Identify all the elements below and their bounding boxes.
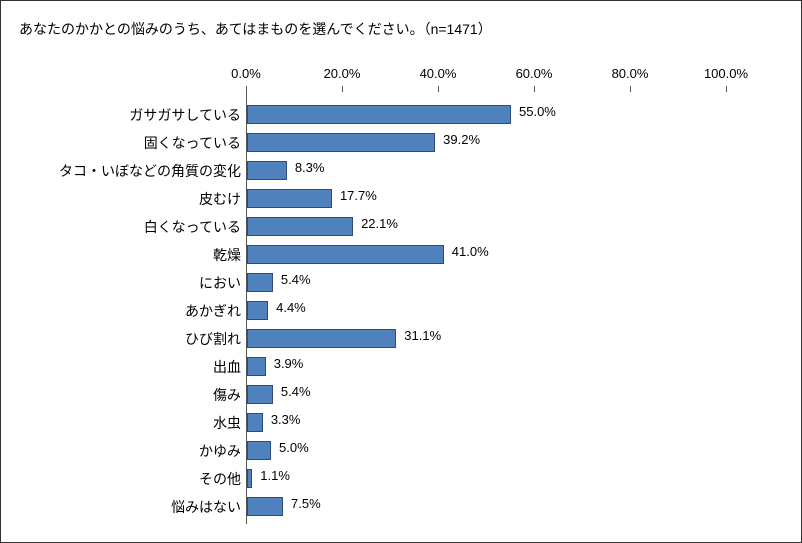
category-label: 悩みはない [171, 497, 241, 517]
bar [247, 161, 287, 180]
bar [247, 413, 263, 432]
x-tick-label: 60.0% [516, 66, 553, 81]
value-label: 39.2% [443, 132, 480, 147]
category-label: 乾燥 [213, 245, 241, 265]
x-tick-mark [630, 86, 631, 92]
x-tick-label: 80.0% [612, 66, 649, 81]
chart-title: あなたのかかとの悩みのうち、あてはまものを選んでください。（n=1471） [19, 19, 492, 39]
bar [247, 385, 273, 404]
category-label: 固くなっている [144, 133, 241, 153]
value-label: 5.4% [281, 272, 311, 287]
bar [247, 105, 511, 124]
category-label: 水虫 [213, 413, 241, 433]
value-label: 7.5% [291, 496, 321, 511]
bar-row: 固くなっている 39.2% [1, 129, 802, 157]
x-tick-mark [726, 86, 727, 92]
chart-container: あなたのかかとの悩みのうち、あてはまものを選んでください。（n=1471） 0.… [0, 0, 802, 543]
bar-row: あかぎれ 4.4% [1, 297, 802, 325]
x-tick-label: 20.0% [324, 66, 361, 81]
x-tick-label: 100.0% [704, 66, 748, 81]
value-label: 5.0% [279, 440, 309, 455]
bar-row: 悩みはない 7.5% [1, 493, 802, 521]
category-label: 出血 [213, 357, 241, 377]
category-label: 皮むけ [199, 189, 241, 209]
bar [247, 133, 435, 152]
bar [247, 189, 332, 208]
value-label: 3.3% [271, 412, 301, 427]
value-label: 41.0% [452, 244, 489, 259]
bar [247, 329, 396, 348]
x-tick-label: 0.0% [231, 66, 261, 81]
bar-row: 傷み 5.4% [1, 381, 802, 409]
x-tick-label: 40.0% [420, 66, 457, 81]
category-label: 傷み [213, 385, 241, 405]
value-label: 1.1% [260, 468, 290, 483]
bar-row: 出血 3.9% [1, 353, 802, 381]
value-label: 4.4% [276, 300, 306, 315]
bar-row: ガサガサしている 55.0% [1, 101, 802, 129]
bars-area: ガサガサしている 55.0% 固くなっている 39.2% タコ・いぼなどの角質の変化 8.… [1, 101, 802, 521]
bar-row: ひび割れ 31.1% [1, 325, 802, 353]
bar [247, 217, 353, 236]
bar [247, 441, 271, 460]
category-label: その他 [199, 469, 241, 489]
category-label: におい [199, 273, 241, 293]
value-label: 8.3% [295, 160, 325, 175]
category-label: かゆみ [199, 441, 241, 461]
category-label: ひび割れ [185, 329, 241, 349]
x-tick-mark [342, 86, 343, 92]
bar [247, 245, 444, 264]
bar-row: におい 5.4% [1, 269, 802, 297]
x-tick-mark [438, 86, 439, 92]
value-label: 3.9% [274, 356, 304, 371]
value-label: 22.1% [361, 216, 398, 231]
category-label: 白くなっている [144, 217, 241, 237]
bar-row: タコ・いぼなどの角質の変化 8.3% [1, 157, 802, 185]
value-label: 31.1% [404, 328, 441, 343]
bar [247, 357, 266, 376]
bar-row: その他 1.1% [1, 465, 802, 493]
bar-row: かゆみ 5.0% [1, 437, 802, 465]
category-label: あかぎれ [185, 301, 241, 321]
x-tick-mark [534, 86, 535, 92]
value-label: 5.4% [281, 384, 311, 399]
category-label: ガサガサしている [129, 105, 241, 125]
bar-row: 乾燥 41.0% [1, 241, 802, 269]
bar-row: 水虫 3.3% [1, 409, 802, 437]
bar [247, 469, 252, 488]
category-label: タコ・いぼなどの角質の変化 [59, 161, 241, 181]
bar-row: 白くなっている 22.1% [1, 213, 802, 241]
bar [247, 301, 268, 320]
value-label: 55.0% [519, 104, 556, 119]
value-label: 17.7% [340, 188, 377, 203]
bar [247, 273, 273, 292]
bar [247, 497, 283, 516]
bar-row: 皮むけ 17.7% [1, 185, 802, 213]
